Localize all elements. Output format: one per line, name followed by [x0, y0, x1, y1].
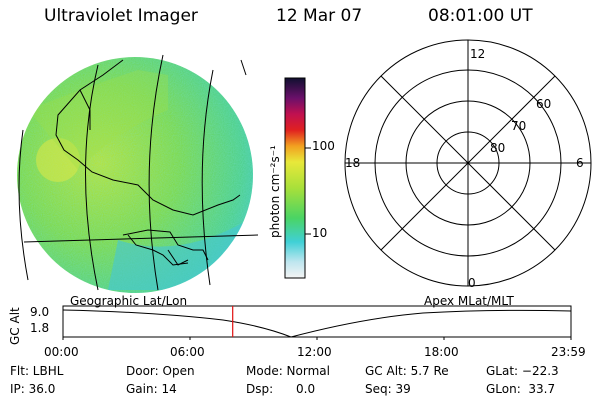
x-tick-2359: 23:59	[551, 345, 586, 359]
observation-date: 12 Mar 07	[276, 6, 363, 26]
glat-info: GLat: −22.3	[486, 364, 559, 378]
y-tick-9: 9.0	[30, 305, 50, 319]
colorbar-tick-10: 10	[312, 226, 328, 240]
apex-label: Apex MLat/MLT	[424, 294, 514, 308]
x-tick-1200: 12:00	[297, 345, 332, 359]
filter-info: Flt: LBHL	[10, 364, 64, 378]
x-tick-0000: 00:00	[44, 345, 79, 359]
mode-info: Mode: Normal	[246, 364, 330, 378]
colorbar	[284, 77, 311, 279]
seq-info: Seq: 39	[365, 382, 411, 396]
mlt-label-18: 18	[345, 156, 361, 170]
instrument-title: Ultraviolet Imager	[44, 6, 198, 26]
meridian-grid	[18, 54, 259, 291]
colorbar-scale	[284, 77, 306, 279]
door-info: Door: Open	[126, 364, 195, 378]
glon-info: GLon: 33.7	[486, 382, 556, 396]
altitude-curve	[62, 309, 572, 338]
gc-alt-axis-title: GC Alt	[8, 307, 22, 345]
mlt-label-12: 12	[470, 47, 486, 61]
mlt-label-0: 0	[468, 276, 476, 290]
colorbar-unit-label: photon cm⁻²s⁻¹	[268, 145, 282, 238]
dsp-info: Dsp: 0.0	[246, 382, 316, 396]
mlat-label-80: 80	[490, 141, 506, 155]
y-tick-1-8: 1.8	[30, 321, 50, 335]
polar-plot	[344, 39, 592, 287]
uv-disk	[17, 57, 253, 293]
orbit-timeline	[62, 305, 572, 340]
observation-time: 08:01:00 UT	[428, 6, 533, 26]
mlat-label-60: 60	[536, 97, 552, 111]
geographic-label: Geographic Lat/Lon	[70, 294, 188, 308]
gc-alt-info: GC Alt: 5.7 Re	[365, 364, 449, 378]
ip-info: IP: 36.0	[10, 382, 56, 396]
uv-image-panel	[17, 54, 259, 293]
colorbar-tick-100: 100	[312, 139, 335, 153]
x-tick-0600: 06:00	[170, 345, 205, 359]
x-tick-1800: 18:00	[424, 345, 459, 359]
mlat-label-70: 70	[511, 119, 527, 133]
gain-info: Gain: 14	[126, 382, 177, 396]
mlt-label-6: 6	[576, 156, 584, 170]
